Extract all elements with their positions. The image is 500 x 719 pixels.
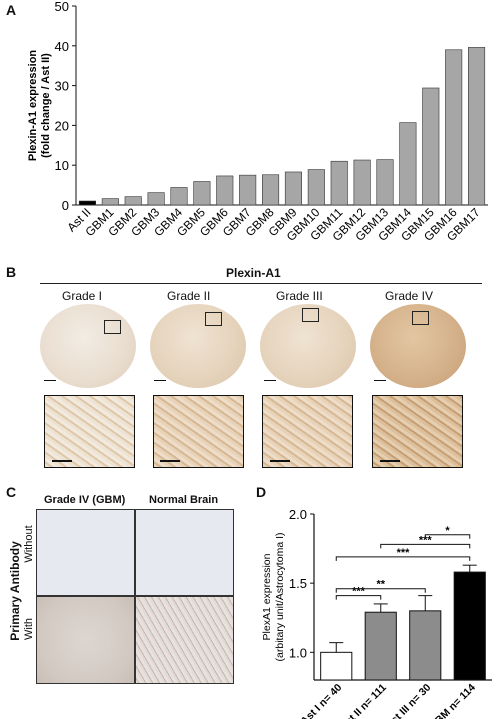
row-label-with: With [23, 618, 35, 640]
scale-bar-zoom-4 [380, 460, 400, 462]
y-tick-label-d: 1.0 [289, 645, 307, 660]
panel-label-c: C [6, 484, 17, 500]
ihc-gbm-with [36, 596, 135, 684]
bar-d [320, 651, 353, 681]
scale-bar-core-4 [374, 380, 386, 381]
bar-a [468, 47, 486, 206]
y-axis-label-d-line2: (arbitary unit/Astrocytoma I) [274, 533, 286, 662]
zoom-image-grade-1 [44, 395, 135, 468]
scale-bar-core-1 [44, 380, 56, 381]
bar-a [422, 87, 440, 206]
row-label-without: Without [23, 525, 35, 563]
significance-bracket-d [335, 588, 426, 593]
y-tick-label-a: 30 [55, 79, 69, 94]
bar-a [376, 159, 394, 206]
scale-bar-zoom-2 [160, 460, 180, 462]
tissue-core-grade-3 [260, 304, 356, 388]
bar-a [170, 187, 188, 206]
bar-a [445, 49, 463, 206]
x-tick-label-d: Ast III n= 30 [383, 682, 433, 719]
panel-label-d: D [256, 484, 267, 500]
significance-label-d: *** [397, 547, 411, 559]
col-header-gbm: Grade IV (GBM) [44, 494, 126, 506]
y-tick-label-a: 20 [55, 118, 69, 133]
significance-label-d: *** [352, 586, 366, 598]
panel-label-b: B [6, 264, 17, 280]
y-tick-label-a: 0 [62, 198, 69, 213]
significance-bracket-d [380, 543, 471, 549]
x-tick-label-d: Ast II n= 111 [338, 682, 389, 719]
bar-a [101, 198, 119, 206]
grade-label-4: Grade IV [385, 289, 434, 303]
zoom-image-grade-2 [153, 395, 244, 468]
bar-a [307, 169, 325, 206]
grade-label-3: Grade III [276, 289, 323, 303]
significance-bracket-d [424, 534, 471, 539]
zoom-region-grade-1 [104, 320, 121, 334]
ihc-brain-with [135, 596, 234, 684]
bar-a [330, 160, 348, 206]
y-tick-label-a: 10 [55, 158, 69, 173]
scale-bar-zoom-1 [52, 460, 72, 462]
bar-a [284, 171, 302, 206]
panel-label-a: A [6, 2, 17, 18]
significance-label-d: * [445, 525, 450, 537]
plexin-a1-title-line [40, 283, 482, 284]
tissue-core-grade-4 [370, 304, 466, 388]
scale-bar-zoom-3 [270, 460, 290, 462]
bar-d [364, 611, 397, 681]
zoom-image-grade-3 [262, 395, 353, 468]
significance-bracket-d [335, 595, 382, 600]
bar-a [147, 192, 165, 206]
tissue-core-grade-1 [40, 304, 136, 388]
plexin-a1-title: Plexin-A1 [226, 266, 281, 280]
bar-a [124, 196, 142, 206]
scale-bar-core-3 [264, 380, 276, 381]
y-tick-label-a: 40 [55, 39, 69, 54]
bar-a [399, 122, 417, 206]
significance-bracket-d [335, 556, 471, 561]
x-tick-label-d: GBM n= 114 [427, 682, 478, 719]
ihc-brain-without [135, 509, 234, 596]
zoom-region-grade-4 [412, 311, 429, 325]
y-tick-label-d: 2.0 [289, 507, 307, 522]
bar-a [262, 174, 280, 206]
y-axis-label-a-line2: (fold change / Ast II) [40, 53, 52, 158]
x-tick-label-d: Ast I n= 40 [299, 682, 345, 719]
bar-a [239, 174, 257, 206]
tissue-core-grade-2 [150, 304, 246, 388]
y-axis-label-d-line1: PlexA1 expression [261, 553, 273, 640]
y-axis-label-a-line1: Plexin-A1 expression [27, 50, 39, 162]
y-tick-label-d: 1.5 [289, 576, 307, 591]
zoom-region-grade-3 [302, 308, 319, 322]
scale-bar-core-2 [154, 380, 166, 381]
col-header-normal-brain: Normal Brain [149, 494, 219, 506]
bar-a [193, 181, 211, 206]
bar-d [409, 610, 442, 681]
bar-d [453, 571, 486, 681]
zoom-image-grade-4 [372, 395, 463, 468]
bar-a [78, 200, 96, 206]
zoom-region-grade-2 [205, 312, 222, 326]
y-tick-label-a: 50 [55, 0, 69, 14]
grade-label-1: Grade I [62, 289, 103, 303]
ihc-gbm-without [36, 509, 135, 596]
significance-label-d: *** [419, 534, 433, 546]
grade-label-2: Grade II [167, 289, 211, 303]
significance-label-d: ** [376, 579, 385, 591]
row-group-primary-antibody: Primary Antibody [8, 541, 22, 641]
bar-a [216, 175, 234, 206]
bar-a [353, 159, 371, 206]
